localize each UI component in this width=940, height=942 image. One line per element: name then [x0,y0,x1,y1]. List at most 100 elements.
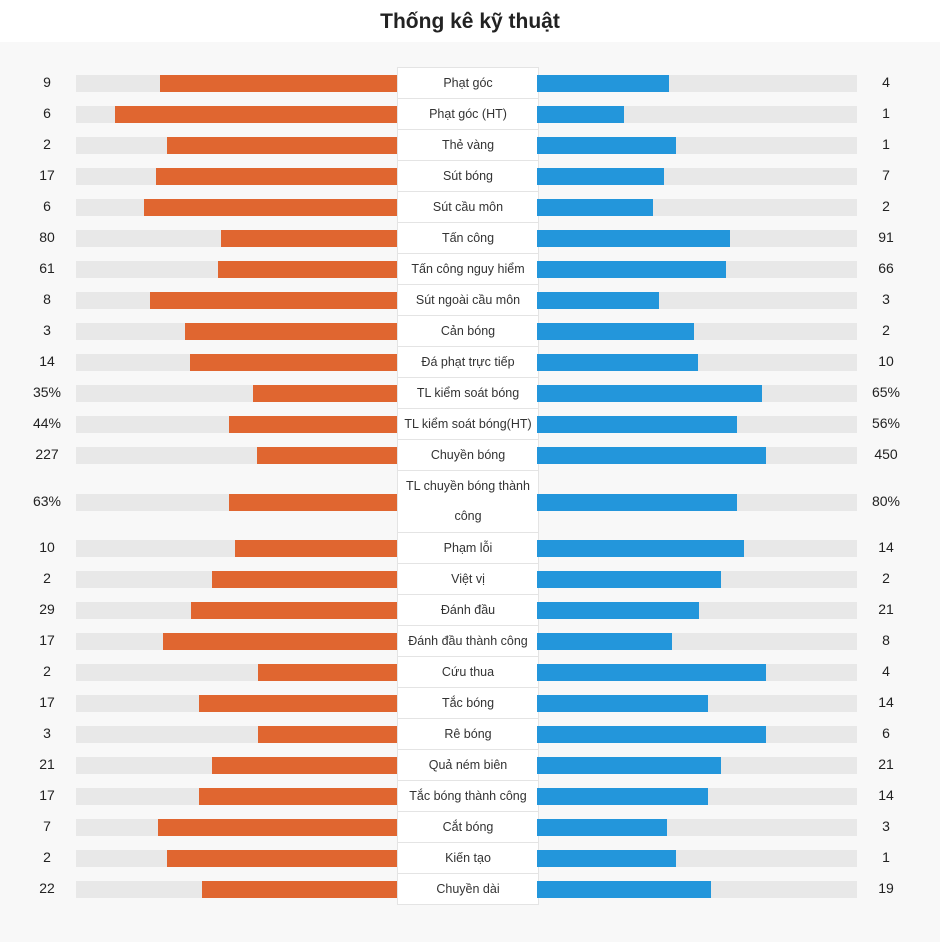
away-bar-track [537,261,857,278]
stat-row: 29 Đánh đầu 21 [0,595,940,626]
away-value: 14 [878,539,894,555]
home-bar [212,571,397,588]
home-bar [218,261,397,278]
home-value: 61 [39,260,55,276]
stat-label-text: Cứu thua [441,665,495,679]
stat-label: Cắt bóng [397,812,539,843]
stat-label: Tấn công [397,223,539,254]
away-bar-track [537,230,857,247]
home-bar-track [76,75,397,92]
away-value: 80% [871,493,901,509]
stat-row: 3 Rê bóng 6 [0,719,940,750]
away-bar-track [537,137,857,154]
stat-label: Phạm lỗi [397,533,539,564]
stat-label: Việt vị [397,564,539,595]
stat-row: 6 Phạt góc (HT) 1 [0,99,940,130]
home-value: 3 [43,725,51,741]
away-value: 2 [882,322,890,338]
away-bar [537,726,766,743]
home-bar-track [76,881,397,898]
stat-row: 17 Tắc bóng 14 [0,688,940,719]
away-bar-track [537,385,857,402]
home-bar-track [76,447,397,464]
stat-label-text: Chuyền bóng [430,448,506,462]
away-bar [537,602,699,619]
stat-row: 61 Tấn công nguy hiểm 66 [0,254,940,285]
away-bar [537,354,698,371]
home-bar-track [76,695,397,712]
away-bar-track [537,726,857,743]
home-value: 3 [43,322,51,338]
away-value: 21 [878,756,894,772]
away-value: 14 [878,694,894,710]
home-value: 227 [35,446,59,462]
home-value: 17 [39,694,55,710]
stat-label-text: Cắt bóng [442,820,494,834]
header: Thống kê kỹ thuật [0,0,940,42]
home-bar-track [76,168,397,185]
away-bar [537,447,766,464]
away-value: 3 [882,818,890,834]
away-bar-track [537,540,857,557]
away-value: 4 [882,74,890,90]
home-bar-track [76,664,397,681]
stat-row: 17 Tắc bóng thành công 14 [0,781,940,812]
page-title: Thống kê kỹ thuật [380,10,560,33]
stat-row: 8 Sút ngoài cầu môn 3 [0,285,940,316]
away-value: 4 [882,663,890,679]
away-bar [537,261,726,278]
away-bar-track [537,494,857,511]
stat-label: Đá phạt trực tiếp [397,347,539,378]
home-bar [191,602,397,619]
stat-label: Tắc bóng [397,688,539,719]
away-bar [537,540,744,557]
away-value: 66 [878,260,894,276]
stat-label: Tắc bóng thành công [397,781,539,812]
stat-label-text: Đánh đầu [440,603,496,617]
away-value: 10 [878,353,894,369]
home-bar-track [76,540,397,557]
away-bar [537,199,653,216]
home-value: 17 [39,632,55,648]
home-value: 8 [43,291,51,307]
away-bar [537,819,667,836]
home-bar-track [76,850,397,867]
away-value: 91 [878,229,894,245]
stat-label-text: Phạm lỗi [443,541,493,555]
stat-label: Phạt góc [397,67,539,99]
away-value: 2 [882,570,890,586]
away-value: 450 [874,446,898,462]
away-bar-track [537,695,857,712]
away-bar [537,695,708,712]
stat-row: 2 Việt vị 2 [0,564,940,595]
stat-label: Tấn công nguy hiểm [397,254,539,285]
home-bar-track [76,292,397,309]
home-bar [167,137,397,154]
stat-label: Quả ném biên [397,750,539,781]
stat-label: Chuyền bóng [397,440,539,471]
away-bar [537,850,676,867]
home-bar [115,106,397,123]
away-bar-track [537,75,857,92]
home-bar [190,354,397,371]
home-bar-track [76,602,397,619]
home-bar [158,819,397,836]
home-bar [163,633,397,650]
stat-label-text: Tắc bóng thành công [409,789,527,803]
away-bar-track [537,354,857,371]
stat-label-text: Phạt góc [443,76,493,90]
stat-label-text: Sút ngoài cầu môn [415,293,521,307]
stat-label: TL chuyền bóng thành công [397,471,539,533]
home-value: 7 [43,818,51,834]
home-value: 2 [43,849,51,865]
home-value: 29 [39,601,55,617]
home-value: 17 [39,167,55,183]
home-bar-track [76,788,397,805]
away-bar-track [537,664,857,681]
away-bar [537,137,676,154]
stat-label-text: Sút bóng [442,169,494,183]
home-bar [167,850,397,867]
away-bar-track [537,602,857,619]
stat-label: Rê bóng [397,719,539,750]
stat-row: 17 Sút bóng 7 [0,161,940,192]
